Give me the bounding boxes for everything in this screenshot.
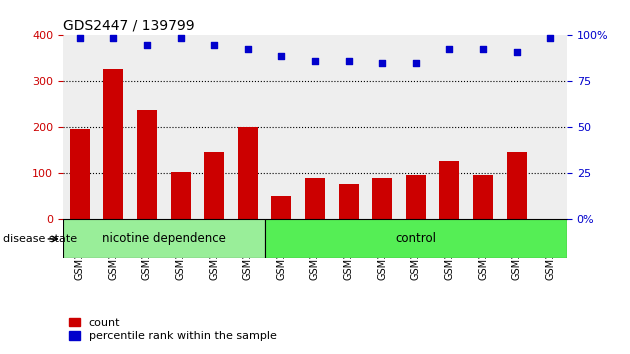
- Bar: [103, 69, 123, 219]
- Point: [545, 35, 555, 40]
- Point: [343, 58, 353, 64]
- Bar: [338, 184, 358, 219]
- Point: [377, 60, 387, 66]
- Text: control: control: [395, 233, 437, 245]
- Bar: [171, 172, 191, 219]
- Text: nicotine dependence: nicotine dependence: [102, 233, 226, 245]
- Point: [243, 46, 253, 52]
- Bar: [70, 129, 90, 219]
- Bar: [406, 175, 426, 219]
- Point: [108, 35, 118, 40]
- Legend: count, percentile rank within the sample: count, percentile rank within the sample: [69, 318, 277, 341]
- Text: GDS2447 / 139799: GDS2447 / 139799: [63, 19, 195, 33]
- Bar: [305, 178, 325, 219]
- Point: [75, 35, 85, 40]
- Text: disease state: disease state: [3, 234, 77, 244]
- Bar: [473, 175, 493, 219]
- Bar: [507, 152, 527, 219]
- Point: [310, 58, 320, 64]
- FancyBboxPatch shape: [265, 219, 567, 258]
- Point: [176, 35, 186, 40]
- Bar: [204, 152, 224, 219]
- Bar: [238, 126, 258, 219]
- Point: [444, 46, 454, 52]
- Point: [512, 48, 522, 54]
- Bar: [439, 161, 459, 219]
- Point: [277, 53, 287, 59]
- Point: [478, 46, 488, 52]
- Bar: [137, 110, 157, 219]
- Point: [411, 60, 421, 66]
- Bar: [372, 178, 392, 219]
- Bar: [272, 195, 292, 219]
- Point: [142, 42, 152, 47]
- Point: [209, 42, 219, 47]
- FancyBboxPatch shape: [63, 219, 265, 258]
